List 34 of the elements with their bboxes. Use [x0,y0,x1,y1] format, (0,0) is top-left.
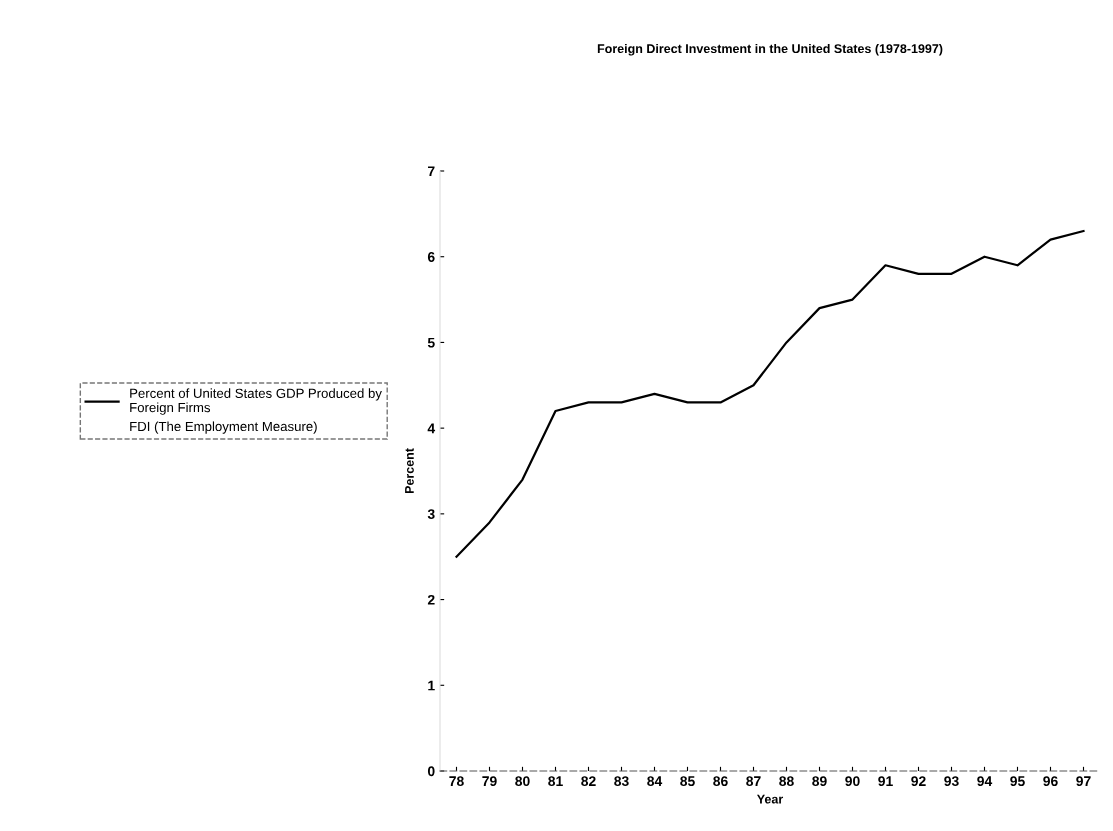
y-tick-label: 7 [428,166,435,177]
y-tick-label: 6 [427,252,435,262]
x-tick-label: 97 [1076,776,1091,787]
x-tick-label: 79 [482,776,497,787]
y-tick-label: 0 [427,766,435,777]
x-tick-label: 78 [449,776,464,787]
y-tick-label: 1 [428,680,435,691]
x-tick-label: 90 [845,776,860,787]
legend-label: Percent of United States GDP Produced by Foreign Firms [130,388,382,415]
y-tick-label: 2 [427,594,435,605]
y-tick-label: 4 [427,423,436,434]
x-tick-label: 81 [548,776,563,787]
x-tick-label: 91 [878,776,893,787]
x-tick-label: 83 [614,776,629,787]
x-tick-label: 94 [977,776,993,787]
x-tick-label: 95 [1010,776,1025,787]
x-tick-label: 82 [581,776,596,787]
text: FDI (The Employment Measure) [130,421,317,434]
x-tick-label: 86 [713,776,728,787]
y-tick-label: 3 [427,509,435,520]
x-tick-label: 87 [746,776,761,787]
x-axis-title: Year [757,794,784,804]
y-axis-title: Percent [405,448,414,494]
x-tick-label: 85 [680,776,695,787]
x-tick-label: 80 [515,776,530,787]
x-tick-label: 89 [812,776,827,787]
x-tick-label: 96 [1043,776,1058,787]
y-tick-label: 5 [427,337,435,348]
x-tick-label: 92 [911,776,926,787]
line-series [455,229,1085,558]
x-tick-label: 93 [944,776,959,787]
x-tick-label: 88 [779,776,794,787]
chart-title: Foreign Direct Investment in the United States (1978-1997) [597,43,943,56]
x-tick-label: 84 [647,776,663,787]
